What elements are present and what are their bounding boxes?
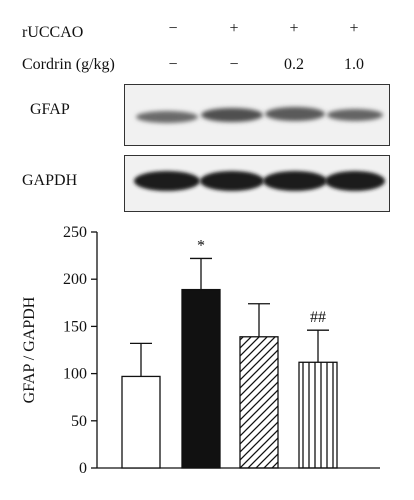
bar <box>181 288 221 469</box>
cordrin-value-3: 0.2 <box>284 56 304 73</box>
rucccao-value-1: − <box>168 20 178 37</box>
y-axis-label: GFAP / GAPDH <box>21 296 38 403</box>
cordrin-value-1: − <box>168 56 178 73</box>
gfap-band-1 <box>136 111 198 123</box>
cordrin-value-4: 1.0 <box>344 56 364 73</box>
bar <box>121 375 161 469</box>
significance-label: ## <box>310 309 326 326</box>
gfap-band-2 <box>201 108 263 122</box>
rucccao-label: rUCCAO <box>22 24 84 41</box>
gapdh-band-4 <box>325 171 385 191</box>
gfap-band-3 <box>265 107 325 121</box>
y-tick-label: 200 <box>63 271 87 288</box>
gfap-bands <box>136 107 383 123</box>
bar-chart: 0 50 100 150 200 250 GFAP / GAPDH * ## <box>21 224 380 477</box>
bar <box>239 336 279 469</box>
y-tick-label: 150 <box>63 318 87 335</box>
gapdh-band-2 <box>200 171 264 191</box>
y-tick-label: 0 <box>79 460 87 477</box>
gapdh-bands <box>134 171 385 191</box>
gfap-label: GFAP <box>30 101 70 118</box>
gapdh-label: GAPDH <box>22 172 78 189</box>
cordrin-label: Cordrin (g/kg) <box>22 56 115 73</box>
y-tick-label: 100 <box>63 366 87 383</box>
gfap-blot <box>124 84 390 146</box>
cordrin-value-2: − <box>229 56 239 73</box>
y-tick-label: 50 <box>71 413 87 430</box>
rucccao-value-2: + <box>229 20 239 37</box>
gapdh-blot <box>124 155 390 212</box>
rucccao-value-4: + <box>349 20 359 37</box>
gapdh-band-3 <box>263 171 327 191</box>
gfap-band-4 <box>327 109 383 121</box>
y-tick-label: 250 <box>63 224 87 241</box>
bar <box>298 361 338 469</box>
significance-label: * <box>197 237 205 254</box>
gapdh-band-1 <box>134 171 200 191</box>
rucccao-value-3: + <box>289 20 299 37</box>
